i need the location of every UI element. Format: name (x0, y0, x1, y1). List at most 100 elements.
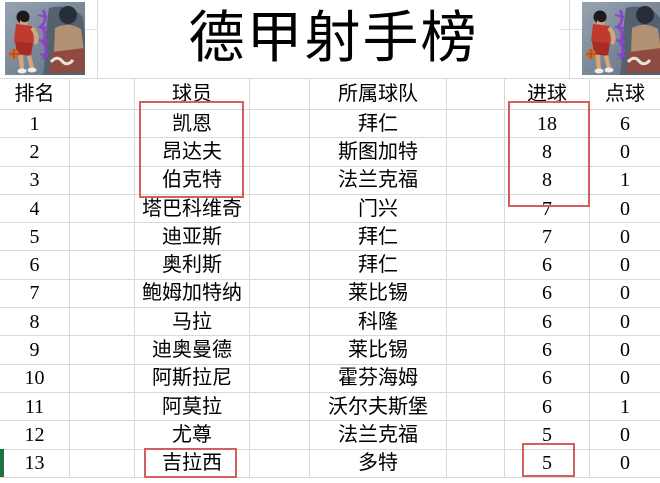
cell-player[interactable]: 吉拉西 (135, 449, 250, 477)
cell-team[interactable]: 霍芬海姆 (310, 364, 447, 392)
cell-goals[interactable]: 6 (505, 279, 590, 308)
cell-player[interactable]: 鲍姆加特纳 (135, 279, 250, 308)
cell-penalties[interactable]: 0 (620, 197, 630, 220)
title-left-cell[interactable] (0, 0, 98, 78)
cell-player[interactable]: 尤尊 (135, 421, 250, 449)
cell-spacer[interactable] (447, 138, 505, 166)
cell-spacer[interactable] (447, 308, 505, 336)
cell-rank[interactable]: 3 (0, 166, 70, 194)
cell-penalties[interactable]: 1 (620, 395, 630, 418)
cell-team[interactable]: 拜仁 (310, 251, 447, 279)
cell-rank[interactable]: 6 (0, 251, 70, 279)
cell-rank[interactable]: 7 (0, 279, 70, 308)
cell-player[interactable]: 阿斯拉尼 (135, 364, 250, 392)
cell-penalties[interactable]: 0 (620, 367, 630, 390)
cell-team[interactable]: 多特 (310, 449, 447, 477)
cell-spacer[interactable] (447, 336, 505, 364)
cell-goals[interactable]: 7 (505, 194, 590, 223)
cell-spacer[interactable] (70, 110, 135, 138)
cell-spacer[interactable] (250, 223, 310, 251)
cell-spacer[interactable] (70, 251, 135, 279)
cell-goals[interactable]: 6 (505, 336, 590, 364)
cell-rank[interactable]: 13 (0, 449, 70, 477)
cell-goals[interactable]: 6 (505, 308, 590, 336)
cell-spacer[interactable] (70, 392, 135, 421)
cell-penalties[interactable]: 6 (620, 112, 630, 135)
cell-spacer[interactable] (447, 392, 505, 421)
cell-penalties[interactable]: 0 (620, 140, 630, 163)
header-spacer-cell[interactable] (70, 79, 135, 109)
cell-team[interactable]: 沃尔夫斯堡 (310, 392, 447, 421)
cell-player[interactable]: 奥利斯 (135, 251, 250, 279)
cell-penalties[interactable]: 1 (620, 169, 630, 192)
cell-penalties[interactable]: 0 (620, 423, 630, 446)
cell-spacer[interactable] (70, 166, 135, 194)
cell-rank[interactable]: 8 (0, 308, 70, 336)
cell-spacer[interactable] (447, 364, 505, 392)
cell-goals[interactable]: 18 (505, 110, 590, 138)
cell-spacer[interactable] (70, 364, 135, 392)
column-header-player[interactable]: 球员 (135, 79, 250, 109)
cell-rank[interactable]: 12 (0, 421, 70, 449)
cell-goals[interactable]: 6 (505, 251, 590, 279)
cell-penalties[interactable]: 0 (620, 254, 630, 277)
cell-team[interactable]: 科隆 (310, 308, 447, 336)
header-spacer-cell[interactable] (447, 79, 505, 109)
cell-spacer[interactable] (447, 279, 505, 308)
cell-spacer[interactable] (70, 279, 135, 308)
cell-spacer[interactable] (250, 138, 310, 166)
cell-spacer[interactable] (447, 166, 505, 194)
cell-penalties[interactable]: 0 (620, 339, 630, 362)
cell-player[interactable]: 伯克特 (135, 166, 250, 194)
cell-spacer[interactable] (250, 421, 310, 449)
cell-team[interactable]: 莱比锡 (310, 279, 447, 308)
cell-spacer[interactable] (250, 166, 310, 194)
cell-spacer[interactable] (250, 194, 310, 223)
cell-spacer[interactable] (447, 223, 505, 251)
cell-spacer[interactable] (70, 308, 135, 336)
cell-penalties[interactable]: 0 (620, 225, 630, 248)
cell-team[interactable]: 门兴 (310, 194, 447, 223)
cell-spacer[interactable] (447, 449, 505, 477)
cell-player[interactable]: 迪亚斯 (135, 223, 250, 251)
cell-spacer[interactable] (70, 138, 135, 166)
cell-rank[interactable]: 5 (0, 223, 70, 251)
cell-spacer[interactable] (447, 194, 505, 223)
cell-spacer[interactable] (250, 392, 310, 421)
cell-goals[interactable]: 5 (505, 421, 590, 449)
cell-player[interactable]: 凯恩 (135, 110, 250, 138)
cell-spacer[interactable] (250, 110, 310, 138)
cell-rank[interactable]: 1 (0, 110, 70, 138)
column-header-rank[interactable]: 排名 (0, 79, 70, 109)
cell-penalties[interactable]: 0 (620, 282, 630, 305)
title-cell[interactable]: 德甲射手榜 (98, 0, 570, 78)
cell-goals[interactable]: 5 (505, 449, 590, 477)
cell-spacer[interactable] (250, 364, 310, 392)
cell-team[interactable]: 斯图加特 (310, 138, 447, 166)
cell-spacer[interactable] (70, 421, 135, 449)
column-header-goals[interactable]: 进球 (505, 79, 590, 109)
cell-penalties[interactable]: 0 (620, 310, 630, 333)
cell-player[interactable]: 昂达夫 (135, 138, 250, 166)
cell-spacer[interactable] (70, 223, 135, 251)
cell-player[interactable]: 迪奥曼德 (135, 336, 250, 364)
cell-spacer[interactable] (250, 279, 310, 308)
cell-spacer[interactable] (447, 251, 505, 279)
cell-spacer[interactable] (447, 421, 505, 449)
cell-player[interactable]: 塔巴科维奇 (135, 194, 250, 223)
cell-rank[interactable]: 11 (0, 392, 70, 421)
cell-spacer[interactable] (447, 110, 505, 138)
cell-spacer[interactable] (250, 251, 310, 279)
cell-player[interactable]: 马拉 (135, 308, 250, 336)
cell-team[interactable]: 法兰克福 (310, 166, 447, 194)
cell-spacer[interactable] (250, 449, 310, 477)
column-header-team[interactable]: 所属球队 (310, 79, 447, 109)
cell-team[interactable]: 法兰克福 (310, 421, 447, 449)
cell-rank[interactable]: 2 (0, 138, 70, 166)
cell-goals[interactable]: 8 (505, 166, 590, 194)
cell-spacer[interactable] (70, 194, 135, 223)
cell-team[interactable]: 莱比锡 (310, 336, 447, 364)
header-spacer-cell[interactable] (250, 79, 310, 109)
cell-spacer[interactable] (70, 449, 135, 477)
cell-player[interactable]: 阿莫拉 (135, 392, 250, 421)
